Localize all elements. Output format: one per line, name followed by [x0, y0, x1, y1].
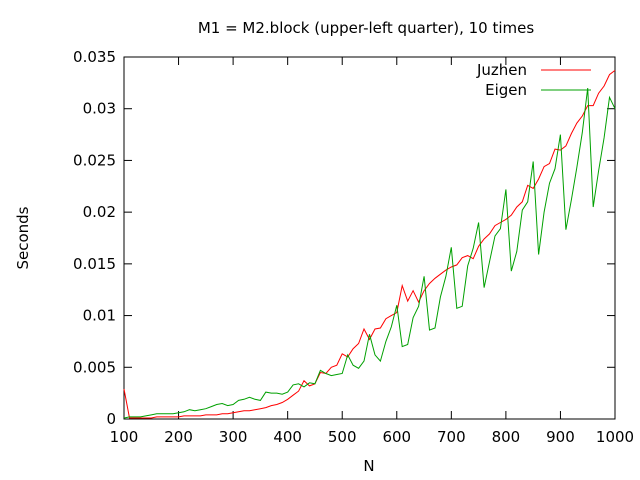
series-line-juzhen	[123, 70, 616, 419]
x-tick-label: 300	[219, 428, 248, 446]
x-tick-label: 600	[382, 428, 411, 446]
y-axis-label: Seconds	[14, 206, 32, 269]
y-tick-label: 0.015	[73, 255, 116, 273]
legend-label-juzhen: Juzhen	[476, 61, 527, 79]
series-line-eigen	[123, 87, 616, 419]
x-tick-label: 800	[492, 428, 521, 446]
x-tick-label: 500	[328, 428, 357, 446]
axis-ticks: 100 200 300 400 500 600 700 800 900 1000 0 0.005 0.0…	[73, 48, 634, 446]
y-tick-label: 0.035	[73, 48, 116, 66]
y-tick-label: 0	[106, 410, 116, 428]
legend-label-eigen: Eigen	[485, 81, 527, 99]
y-tick-label: 0.01	[83, 307, 116, 325]
y-tick-label: 0.025	[73, 151, 116, 169]
y-tick-label: 0.02	[83, 203, 116, 221]
x-tick-label: 200	[164, 428, 193, 446]
x-tick-label: 400	[273, 428, 302, 446]
series-layer	[123, 70, 616, 419]
chart-title: M1 = M2.block (upper-left quarter), 10 t…	[198, 19, 535, 37]
y-tick-label: 0.005	[73, 358, 116, 376]
x-axis-label: N	[363, 457, 374, 475]
x-tick-label: 1000	[596, 428, 634, 446]
x-tick-label: 900	[546, 428, 575, 446]
x-tick-label: 100	[110, 428, 139, 446]
plot-frame	[123, 56, 616, 420]
y-tick-label: 0.03	[83, 100, 116, 118]
x-tick-label: 700	[437, 428, 466, 446]
legend: Juzhen Eigen	[476, 61, 591, 99]
